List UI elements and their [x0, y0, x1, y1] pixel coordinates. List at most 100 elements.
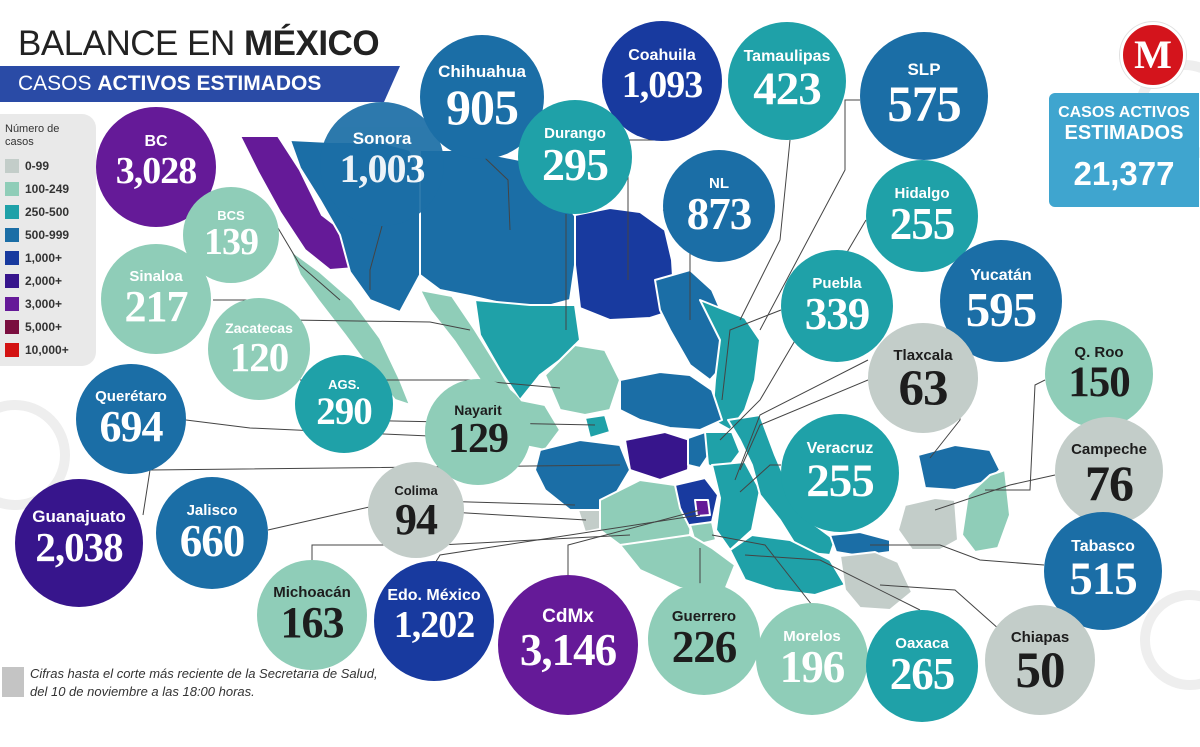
- state-name: Jalisco: [186, 502, 238, 519]
- total-cases-panel: CASOS ACTIVOS ESTIMADOS 21,377: [1049, 93, 1199, 207]
- state-bubble-oaxaca: Oaxaca 265: [866, 610, 978, 722]
- state-value: 139: [204, 221, 259, 263]
- state-value: 50: [1015, 643, 1066, 699]
- state-value: 255: [889, 199, 956, 249]
- legend-label: 3,000+: [25, 297, 63, 311]
- state-value: 660: [179, 516, 246, 566]
- legend-label: 0-99: [25, 159, 50, 173]
- state-value: 129: [448, 416, 509, 462]
- leader-line: [759, 99, 860, 331]
- state-bubble-campeche: Campeche 76: [1055, 417, 1163, 525]
- state-name: Sonora: [352, 129, 412, 148]
- state-bubble-ags: AGS. 290: [295, 355, 393, 453]
- state-bubble-guanajuato: Guanajuato 2,038: [15, 479, 143, 607]
- state-bubble-coahuila: Coahuila 1,093: [602, 21, 722, 141]
- state-bubble-edomex: Edo. México 1,202: [374, 561, 494, 681]
- state-name: Michoacán: [273, 584, 351, 601]
- footnote: Cifras hasta el corte más reciente de la…: [30, 666, 378, 699]
- state-name: Campeche: [1071, 441, 1147, 458]
- state-bubble-durango: Durango 295: [518, 100, 632, 214]
- leader-line: [879, 584, 1001, 631]
- state-bubble-queretaro: Querétaro 694: [76, 364, 186, 474]
- state-name: Guanajuato: [32, 507, 126, 526]
- state-name: Guerrero: [671, 608, 737, 625]
- state-name: Tlaxcala: [893, 347, 953, 364]
- leader-line: [739, 379, 869, 471]
- legend-label: 250-500: [25, 205, 70, 219]
- legend-swatch: [5, 159, 19, 173]
- state-bubble-morelos: Morelos 196: [756, 603, 868, 715]
- state-value: 295: [542, 139, 609, 190]
- state-value: 1,093: [621, 64, 704, 106]
- legend-label: 10,000+: [25, 343, 69, 357]
- region-zacatecas: [544, 344, 621, 416]
- state-name: AGS.: [328, 377, 360, 392]
- state-name: Veracruz: [806, 440, 874, 457]
- state-value: 290: [316, 390, 373, 433]
- state-name: Tamaulipas: [743, 48, 831, 65]
- state-value: 255: [806, 455, 875, 507]
- region-campeche: [897, 497, 959, 551]
- state-name: Colima: [394, 483, 438, 498]
- region-ags: [584, 414, 611, 439]
- state-value: 694: [99, 402, 164, 451]
- state-bubble-tabasco: Tabasco 515: [1044, 512, 1162, 630]
- legend-swatch: [5, 343, 19, 357]
- state-bubble-nayarit: Nayarit 129: [425, 379, 531, 485]
- leader-line: [739, 139, 791, 321]
- leader-line: [369, 225, 383, 290]
- state-bubble-sonora: Sonora 1,003: [320, 102, 444, 226]
- leader-line: [567, 509, 701, 580]
- legend-swatch: [5, 251, 19, 265]
- legend-title: Número de casos: [5, 123, 60, 148]
- state-bubble-michoacan: Michoacán 163: [257, 560, 367, 670]
- state-bubble-chiapas: Chiapas 50: [985, 605, 1095, 715]
- state-name: Coahuila: [628, 47, 696, 64]
- leader-line: [721, 309, 782, 401]
- region-slp: [619, 371, 723, 431]
- state-bubble-sinaloa: Sinaloa 217: [101, 244, 211, 354]
- legend-swatch: [5, 297, 19, 311]
- state-name: Edo. México: [387, 587, 481, 604]
- state-bubble-zacatecas: Zacatecas 120: [208, 298, 310, 400]
- legend-label: 500-999: [25, 228, 70, 242]
- state-name: Querétaro: [95, 388, 167, 405]
- state-value: 120: [229, 334, 290, 380]
- state-name: Puebla: [812, 275, 862, 292]
- state-bubble-tamaulipas: Tamaulipas 423: [728, 22, 846, 140]
- state-name: Nayarit: [454, 402, 502, 418]
- leader-line: [739, 464, 781, 493]
- region-bcs: [289, 249, 411, 406]
- milenio-logo: M: [1120, 22, 1186, 88]
- state-value: 265: [889, 649, 956, 699]
- state-value: 150: [1068, 359, 1131, 406]
- state-name: CdMx: [542, 606, 594, 627]
- legend-label: 100-249: [25, 182, 70, 196]
- state-value: 1,202: [393, 604, 476, 646]
- state-name: Durango: [544, 125, 606, 142]
- state-value: 905: [446, 79, 519, 135]
- state-name: NL: [709, 175, 729, 192]
- state-bubble-guerrero: Guerrero 226: [648, 583, 760, 695]
- state-value: 226: [671, 622, 738, 672]
- legend-label: 5,000+: [25, 320, 63, 334]
- legend-swatch: [5, 274, 19, 288]
- legend-swatch: [5, 228, 19, 242]
- total-label-line1: CASOS ACTIVOS: [1058, 104, 1190, 121]
- state-name: BCS: [217, 208, 245, 223]
- leader-line: [934, 474, 1056, 511]
- state-name: Q. Roo: [1074, 344, 1124, 361]
- state-bubble-jalisco: Jalisco 660: [156, 477, 268, 589]
- state-value: 163: [280, 598, 345, 647]
- state-name: Morelos: [783, 628, 841, 645]
- state-name: Oaxaca: [895, 635, 949, 652]
- state-value: 3,146: [519, 625, 617, 675]
- legend-label: 1,000+: [25, 251, 63, 265]
- state-bubble-veracruz: Veracruz 255: [781, 414, 899, 532]
- state-value: 3,028: [115, 150, 198, 192]
- leader-line: [711, 534, 813, 606]
- state-value: 1,003: [339, 146, 426, 191]
- state-name: Zacatecas: [225, 320, 293, 336]
- legend-label: 2,000+: [25, 274, 63, 288]
- logo-letter: M: [1134, 32, 1172, 77]
